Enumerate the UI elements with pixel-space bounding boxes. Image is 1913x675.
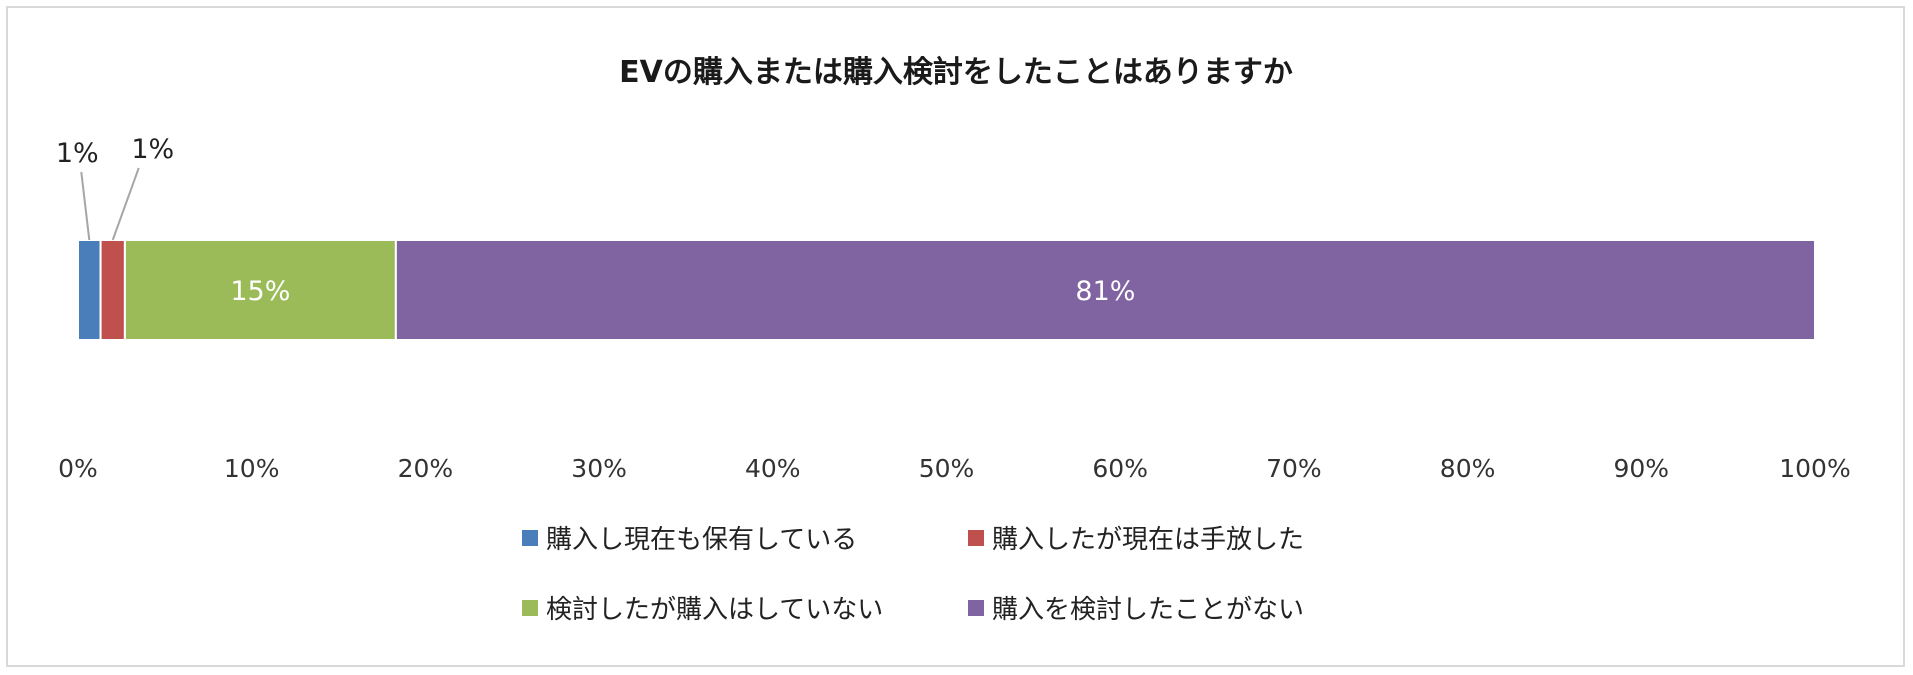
x-tick-label: 20% [398, 454, 454, 483]
bar-segment-2 [99, 239, 126, 341]
legend-label-1: 購入し現在も保有している [546, 525, 857, 555]
bar-segments [77, 239, 1817, 341]
legend-swatch-1 [522, 530, 538, 546]
x-tick-label: 50% [919, 454, 975, 483]
legend-swatch-2 [968, 530, 984, 546]
x-tick-label: 40% [745, 454, 801, 483]
data-labels: 1% 1% 15% 81% [56, 134, 1136, 307]
legend-label-3: 検討したが購入はしていない [546, 595, 883, 625]
x-tick-label: 10% [224, 454, 280, 483]
x-tick-label: 100% [1779, 454, 1850, 483]
x-tick-label: 70% [1266, 454, 1322, 483]
data-label-4: 81% [1075, 276, 1135, 307]
legend-label-4: 購入を検討したことがない [992, 595, 1304, 625]
leader-line-1 [80, 171, 91, 241]
x-tick-label: 80% [1440, 454, 1496, 483]
data-label-1: 1% [56, 138, 99, 169]
x-tick-label: 30% [571, 454, 627, 483]
chart-title: EVの購入または購入検討をしたことはありますか [619, 55, 1293, 90]
legend-swatch-3 [522, 600, 538, 616]
data-label-3: 15% [230, 276, 290, 307]
x-axis-ticks: 0% 10% 20% 30% 40% 50% 60% 70% 80% 90% 100% [58, 454, 1851, 483]
bar-segment-4 [394, 239, 1817, 341]
bar-segment-3 [123, 239, 397, 341]
legend-label-2: 購入したが現在は手放した [992, 525, 1304, 555]
x-tick-label: 90% [1614, 454, 1670, 483]
x-tick-label: 0% [58, 454, 98, 483]
x-tick-label: 60% [1092, 454, 1148, 483]
data-label-2: 1% [131, 134, 174, 165]
bar-segment-1 [77, 239, 102, 341]
leader-line-2 [111, 167, 140, 241]
legend-swatch-4 [968, 600, 984, 616]
